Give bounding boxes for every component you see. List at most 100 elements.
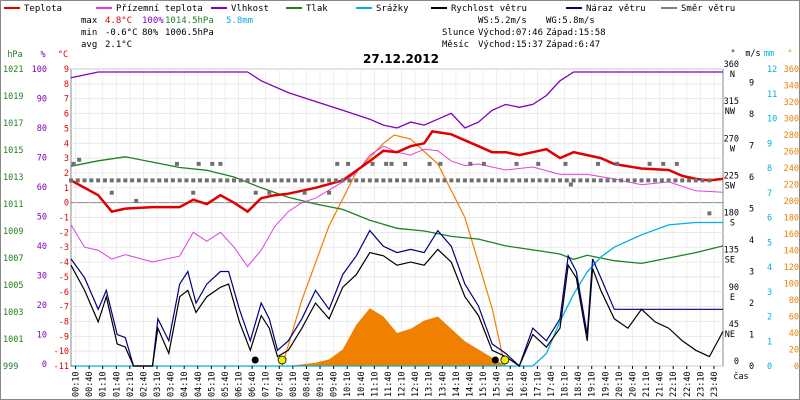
tick-x-label: 17:40 — [547, 371, 557, 397]
tick-x-label: 08:40 — [302, 371, 312, 397]
tick-x-label: 15:10 — [479, 371, 489, 397]
tick-mm: 2 — [767, 313, 772, 323]
tick-rad: 220 — [784, 181, 799, 191]
wind-dir-point — [483, 178, 488, 183]
tick-mm: 4 — [767, 263, 772, 273]
tick-hpa: 1005 — [3, 281, 23, 291]
wind-dir-point — [544, 178, 549, 183]
wind-dir-point — [469, 178, 474, 183]
tick-x-label: 13:40 — [438, 371, 448, 397]
wind-dir-point — [564, 178, 569, 183]
legend-label: Teplota — [24, 4, 62, 14]
stat-max-rain: 5.8mm — [226, 16, 253, 26]
wind-dir-point — [286, 178, 291, 183]
tick-pct: 70 — [37, 154, 47, 164]
wind-dir-point — [191, 178, 196, 183]
tick-dir: 135 — [724, 246, 739, 256]
wind-dir-point — [384, 161, 389, 166]
tick-temp: 3 — [64, 154, 69, 164]
humidity-line — [70, 71, 723, 129]
wind-dir-point — [647, 161, 652, 166]
tick-x-label: 18:10 — [561, 371, 571, 397]
tick-x-label: 14:10 — [452, 371, 462, 397]
tick-rad: 120 — [784, 263, 799, 273]
wind-dir-point — [612, 178, 617, 183]
wind-dir-point — [306, 178, 311, 183]
legend-label: Vlhkost — [231, 4, 269, 14]
tick-pct: 80 — [37, 124, 47, 134]
wind-dir-point — [514, 161, 519, 166]
tick-temp: 9 — [64, 65, 69, 75]
tick-rad: 0 — [794, 362, 799, 372]
wind-dir-point — [625, 178, 630, 183]
tick-pct: 30 — [37, 272, 47, 282]
wind-dir-point — [510, 178, 515, 183]
wind-dir-point — [302, 190, 307, 195]
tick-x-label: 06:40 — [248, 371, 258, 397]
wind-dir-point — [693, 178, 698, 183]
tick-rad: 80 — [789, 296, 799, 306]
tick-pct: 50 — [37, 213, 47, 223]
wind-dir-point — [109, 178, 114, 183]
wind-dir-point — [259, 178, 264, 183]
wind-dir-point — [646, 178, 651, 183]
wind-dir-point — [136, 178, 141, 183]
wind-dir-point — [438, 161, 443, 166]
wind-dir-point — [687, 178, 692, 183]
tick-x-label: 18:40 — [574, 371, 584, 397]
tick-hpa: 1017 — [3, 119, 23, 129]
stat-avg-temp: 2.1°C — [105, 40, 132, 50]
tick-dir: 0 — [734, 357, 739, 367]
tick-x-label: 11:10 — [370, 371, 380, 397]
axis-unit-pct: % — [40, 50, 45, 60]
wind-dir-point — [661, 161, 666, 166]
wind-dir-point — [327, 190, 332, 195]
wind-dir-point — [563, 161, 568, 166]
wind-dir-point — [218, 161, 223, 166]
tick-dir: 45 — [729, 320, 739, 330]
wind-dir-point — [389, 161, 394, 166]
wind-dir-point — [196, 161, 201, 166]
sun-set: Západ:15:58 — [546, 28, 606, 38]
tick-temp: 8 — [64, 80, 69, 90]
moon-set: Západ:6:47 — [546, 40, 600, 50]
wind-dir-point — [615, 161, 620, 166]
wind-dir-point — [335, 161, 340, 166]
tick-temp: -11 — [54, 362, 69, 372]
tick-dir: 225 — [724, 171, 739, 181]
wind-dir-point — [361, 178, 366, 183]
legend-label: Přízemní teplota — [116, 4, 203, 14]
tick-x-label: 13:10 — [425, 371, 435, 397]
tick-dir: 90 — [729, 283, 739, 293]
tick-mm: 3 — [767, 288, 772, 298]
axis-unit-deg: ° — [730, 49, 735, 59]
tick-ms: 9 — [749, 79, 754, 89]
tick-x-label: 16:40 — [520, 371, 530, 397]
tick-ms: 3 — [749, 268, 754, 278]
wind-dir-point — [116, 178, 121, 183]
tick-rad: 60 — [789, 313, 799, 323]
wind-dir-point — [170, 178, 175, 183]
tick-hpa: 1019 — [3, 92, 23, 102]
tick-mm: 5 — [767, 238, 772, 248]
tick-temp: 4 — [64, 139, 69, 149]
wind-dir-point — [427, 161, 432, 166]
sun-marker — [277, 355, 287, 365]
axis-unit-degc: °C — [58, 50, 68, 60]
wind-dir-point — [299, 178, 304, 183]
wind-dir-point — [476, 178, 481, 183]
wind-dir-point — [449, 178, 454, 183]
tick-dir-label: NE — [725, 330, 735, 340]
wind-dir-point — [333, 178, 338, 183]
wind-dir-point — [272, 178, 277, 183]
wind-dir-point — [551, 178, 556, 183]
tick-temp: -8 — [59, 317, 69, 327]
tick-mm: 11 — [767, 90, 777, 100]
chart-axes: hPa% °C1021101910171015101310111009100710… — [3, 49, 799, 397]
wind-dir-point — [327, 178, 332, 183]
tick-dir: 270 — [724, 134, 739, 144]
tick-pct: 0 — [42, 360, 47, 370]
tick-temp: -1 — [59, 214, 69, 224]
tick-rad: 340 — [784, 82, 799, 92]
